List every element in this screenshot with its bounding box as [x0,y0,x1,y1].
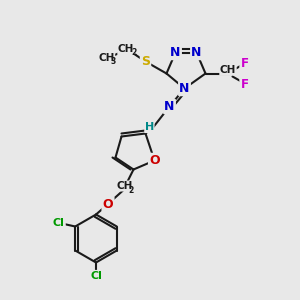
Text: 3: 3 [110,57,116,66]
Text: CH: CH [98,53,115,64]
Text: F: F [241,77,248,91]
Text: CH: CH [116,181,133,191]
Text: 2: 2 [128,186,134,195]
Text: O: O [103,197,113,211]
Text: N: N [164,100,175,113]
Text: H: H [145,122,154,133]
Text: Cl: Cl [53,218,65,229]
Text: S: S [141,55,150,68]
Text: N: N [179,82,190,95]
Text: N: N [191,46,202,59]
Text: F: F [241,56,248,70]
Text: N: N [170,46,181,59]
Text: CH: CH [118,44,134,55]
Text: O: O [149,154,160,167]
Text: 2: 2 [131,48,137,57]
Text: Cl: Cl [90,271,102,281]
Text: CH: CH [220,65,236,75]
